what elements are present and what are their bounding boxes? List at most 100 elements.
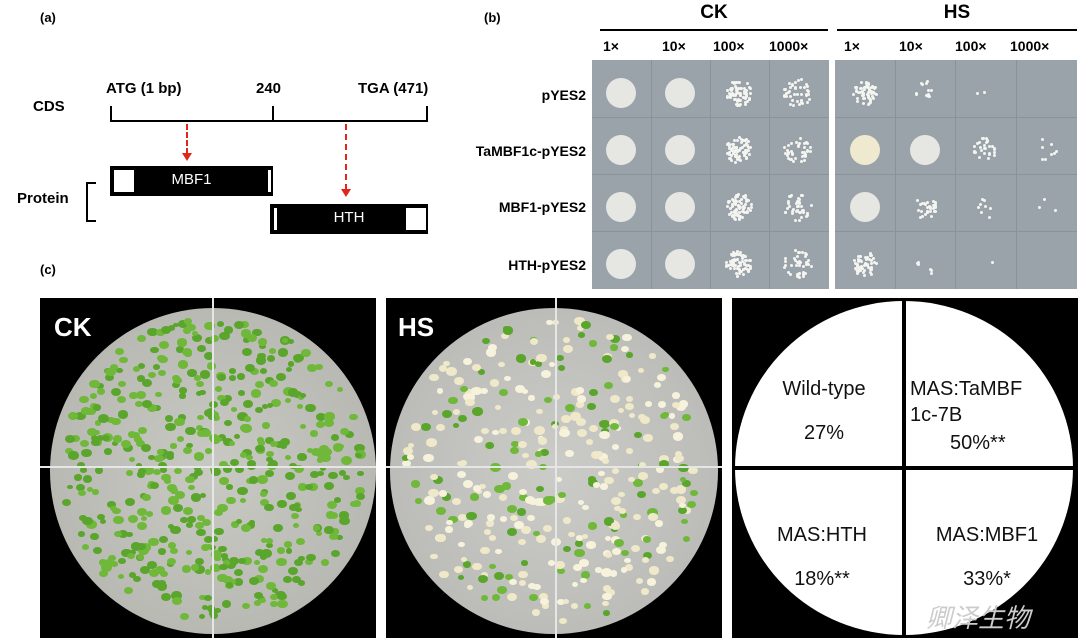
yeast-colony [731, 204, 735, 208]
yeast-colony [799, 98, 803, 102]
seedling [682, 413, 691, 421]
seedling [217, 573, 228, 583]
seedling [249, 367, 259, 375]
seedling [67, 484, 74, 490]
seedling [131, 432, 141, 439]
yeast-colony [791, 99, 795, 102]
seedling [510, 446, 520, 454]
yeast-colony [744, 100, 747, 104]
yeast-colony [745, 91, 749, 95]
seedling [148, 537, 159, 546]
yeast-colony [737, 199, 741, 203]
seedling [128, 456, 136, 462]
seedling [458, 541, 466, 548]
yeast-colony [786, 200, 790, 204]
seedling [305, 403, 316, 412]
seedling [111, 561, 119, 567]
seedling [136, 471, 145, 478]
seedling [80, 407, 91, 415]
pie-hth: MAS:HTH 18%** [752, 522, 892, 592]
seedling [172, 382, 180, 389]
yeast-colony [988, 144, 992, 148]
seedling [557, 364, 565, 371]
yeast-colony [742, 87, 746, 91]
seedling [179, 612, 189, 620]
yeast-colony [983, 152, 987, 156]
seedling [277, 348, 289, 357]
yeast-colony [857, 259, 861, 263]
seedling [555, 561, 565, 570]
yeast-colony [865, 85, 869, 89]
seedling [339, 427, 350, 436]
yeast-colony [915, 199, 919, 203]
seedling [213, 509, 223, 517]
seedling [590, 451, 601, 460]
seedling [282, 575, 293, 584]
seedling [196, 391, 203, 396]
seedling [82, 475, 93, 483]
seedling [136, 507, 147, 516]
seedling [182, 565, 192, 573]
seedling [481, 428, 489, 435]
seedling [509, 579, 517, 586]
seedling [604, 476, 614, 485]
yeast-colony [868, 251, 872, 255]
seedling [266, 538, 274, 544]
yeast-colony [735, 275, 739, 279]
seedling [137, 554, 145, 560]
pie-hth-percent: 18%** [794, 568, 850, 590]
seedling [201, 544, 211, 552]
seedling [157, 354, 166, 362]
pie-divider-horizontal [732, 466, 1078, 470]
seedling [135, 462, 143, 469]
seedling [196, 515, 205, 522]
seedling [82, 544, 90, 550]
seedling [309, 430, 319, 438]
seedling [643, 536, 652, 543]
yeast-colony [926, 95, 930, 99]
seedling [96, 388, 106, 396]
yeast-colony [742, 210, 746, 214]
yeast-colony [737, 149, 741, 153]
seedling [629, 412, 636, 418]
yeast-colony [732, 267, 736, 271]
yeast-colony [737, 136, 741, 139]
seedling [687, 501, 696, 509]
seedling [190, 493, 202, 502]
yeast-colony [928, 204, 932, 208]
seedling [125, 531, 133, 538]
seedling [343, 475, 350, 481]
yeast-colony [787, 204, 791, 208]
yeast-colony [790, 157, 794, 161]
seedling [211, 467, 221, 476]
seedling [612, 547, 622, 556]
seedling [433, 476, 444, 485]
seedling [528, 395, 535, 401]
yeast-colony [861, 102, 865, 106]
seedling [191, 564, 200, 571]
seedling [123, 586, 133, 594]
seedling [669, 422, 680, 431]
seedling [234, 568, 244, 577]
seedling [277, 592, 287, 600]
seedling [456, 471, 466, 478]
yeast-colony [743, 97, 747, 101]
yeast-colony [726, 143, 730, 147]
yeast-colony [737, 214, 741, 218]
seedling [671, 401, 680, 408]
seedling [188, 484, 196, 491]
seedling [284, 455, 291, 461]
seedling [464, 398, 475, 407]
seedling [574, 316, 585, 326]
yeast-colony [857, 91, 861, 95]
seedling [94, 420, 102, 426]
seedling [277, 500, 287, 508]
seedling [219, 477, 229, 486]
yeast-colony [787, 195, 791, 199]
yeast-colony [739, 198, 743, 202]
seedling [647, 508, 658, 517]
seedling [632, 478, 644, 488]
yeast-colony [800, 204, 804, 208]
yeast-colony [747, 207, 751, 211]
yeast-colony [992, 150, 996, 154]
